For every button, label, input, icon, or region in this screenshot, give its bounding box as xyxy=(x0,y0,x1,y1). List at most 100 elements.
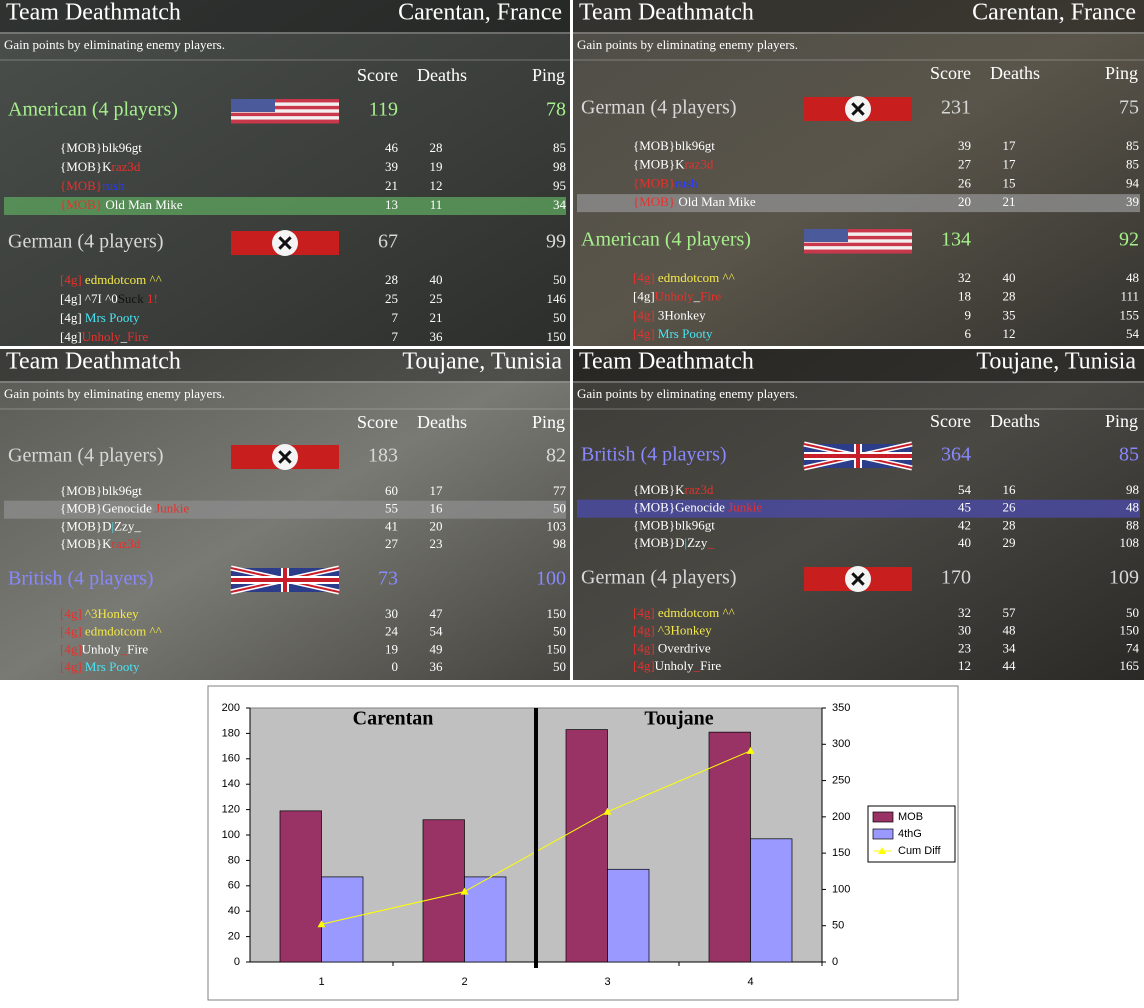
y-tick-label: 80 xyxy=(228,854,240,866)
objective-text: Gain points by eliminating enemy players… xyxy=(4,37,225,52)
player-score: 55 xyxy=(385,501,398,516)
player-name: {MOB}Kraz3d xyxy=(60,159,141,174)
flag-emblem xyxy=(851,572,865,586)
y-tick-label: 0 xyxy=(234,956,240,968)
column-header: Ping xyxy=(532,412,565,432)
player-name: {MOB}Genocide Junkie xyxy=(60,501,189,516)
name-part: Junkie xyxy=(728,500,762,515)
name-part: {MOB}D xyxy=(60,518,112,533)
y-tick-label: 120 xyxy=(222,804,240,816)
player-score: 26 xyxy=(958,175,972,190)
team-score: 119 xyxy=(369,99,398,121)
player-score: 6 xyxy=(965,326,972,341)
name-part: Unholy xyxy=(82,329,122,344)
team-name: German (4 players) xyxy=(581,567,737,589)
name-part: [4g] xyxy=(633,640,658,655)
team-name: German (4 players) xyxy=(8,231,164,253)
player-name: {MOB}rush xyxy=(633,175,698,190)
player-ping: 50 xyxy=(553,624,566,639)
name-part: raz3d xyxy=(685,157,714,172)
name-part: Mrs Pooty xyxy=(85,310,140,325)
player-deaths: 40 xyxy=(1003,270,1016,285)
team-score: 183 xyxy=(368,445,398,467)
team-ping: 99 xyxy=(546,231,566,253)
player-ping: 165 xyxy=(1120,658,1140,673)
player-name: [4g]Unholy_Fire xyxy=(633,289,721,304)
player-score: 20 xyxy=(958,194,971,209)
name-part: _ xyxy=(120,329,128,344)
legend-label: MOB xyxy=(898,811,923,823)
name-part: {MOB}Genocide xyxy=(633,500,728,515)
name-part: Mrs Pooty xyxy=(85,659,140,674)
column-header: Deaths xyxy=(417,65,467,85)
column-header: Ping xyxy=(1105,63,1138,83)
column-header: Score xyxy=(930,411,971,431)
player-ping: 88 xyxy=(1126,517,1139,532)
scoreboard-background xyxy=(573,0,1144,346)
player-ping: 77 xyxy=(553,483,567,498)
flag xyxy=(803,441,913,471)
flag xyxy=(804,229,912,254)
name-part: edmdotcom ^^ xyxy=(85,624,162,639)
player-score: 13 xyxy=(385,197,398,212)
x-tick-label: 3 xyxy=(604,976,610,988)
name-part: 1! xyxy=(144,291,158,306)
title-bar xyxy=(573,349,1144,381)
title-bar xyxy=(573,0,1144,32)
team-name: American (4 players) xyxy=(581,229,751,251)
team-score: 67 xyxy=(378,231,398,253)
name-part: {MOB}Genocide xyxy=(60,501,155,516)
team-ping: 92 xyxy=(1119,229,1139,251)
bar xyxy=(708,731,751,963)
player-deaths: 16 xyxy=(1003,482,1017,497)
objective-text: Gain points by eliminating enemy players… xyxy=(577,386,798,401)
title-bar xyxy=(0,0,570,32)
player-score: 7 xyxy=(392,310,399,325)
name-part: Unholy xyxy=(82,641,122,656)
column-header: Ping xyxy=(1105,411,1138,431)
player-deaths: 21 xyxy=(1003,194,1016,209)
name-part: {MOB} xyxy=(60,178,102,193)
player-name: {MOB} Old Man Mike xyxy=(633,194,756,209)
name-part: _ xyxy=(693,658,701,673)
player-name: [4g] Overdrive xyxy=(633,640,711,655)
name-part: {MOB} xyxy=(633,194,675,209)
bar xyxy=(464,876,507,963)
name-part: Old Man Mike xyxy=(675,194,756,209)
x-tick-label: 1 xyxy=(318,976,324,988)
player-ping: 54 xyxy=(1126,326,1140,341)
player-deaths: 17 xyxy=(1003,157,1017,172)
player-score: 24 xyxy=(385,624,399,639)
flag-stripe xyxy=(804,242,912,247)
name-part: raz3d xyxy=(685,482,714,497)
gametype-title: Team Deathmatch xyxy=(579,0,754,26)
name-part: Zzy xyxy=(687,535,708,550)
player-name: {MOB}Kraz3d xyxy=(633,482,714,497)
flag-stripe xyxy=(804,246,912,251)
name-part: Fire xyxy=(700,658,721,673)
player-name: {MOB}blk96gt xyxy=(60,140,142,155)
player-name: [4g] ^3Honkey xyxy=(60,606,139,621)
chart: 0 20 40 60 80 100 120 140 160 180 200 0 50 100 150 200 2… xyxy=(222,702,956,988)
flag-canton xyxy=(804,229,848,242)
flag-emblem xyxy=(278,450,292,464)
column-header: Deaths xyxy=(990,411,1040,431)
player-ping: 98 xyxy=(1126,482,1139,497)
highlight-row xyxy=(4,500,566,519)
player-score: 39 xyxy=(958,138,971,153)
scoreboard: Team Deathmatch Toujane, Tunisia Gain poin… xyxy=(573,349,1144,680)
y-tick-label: 180 xyxy=(222,727,240,739)
line-marker xyxy=(746,746,755,754)
name-part: [4g] xyxy=(60,624,85,639)
scoreboard: Team Deathmatch Toujane, Tunisia Gain poin… xyxy=(0,349,570,680)
y2-tick-label: 350 xyxy=(832,702,850,714)
name-part: [4g] xyxy=(60,659,85,674)
x-tick-label: 4 xyxy=(747,976,753,988)
map-name: Toujane, Tunisia xyxy=(402,349,562,375)
flag-emblem xyxy=(278,236,292,250)
team-name: German (4 players) xyxy=(8,445,164,467)
name-part: [4g] xyxy=(60,310,85,325)
team-score: 364 xyxy=(941,444,971,466)
player-name: {MOB}Kraz3d xyxy=(633,157,714,172)
